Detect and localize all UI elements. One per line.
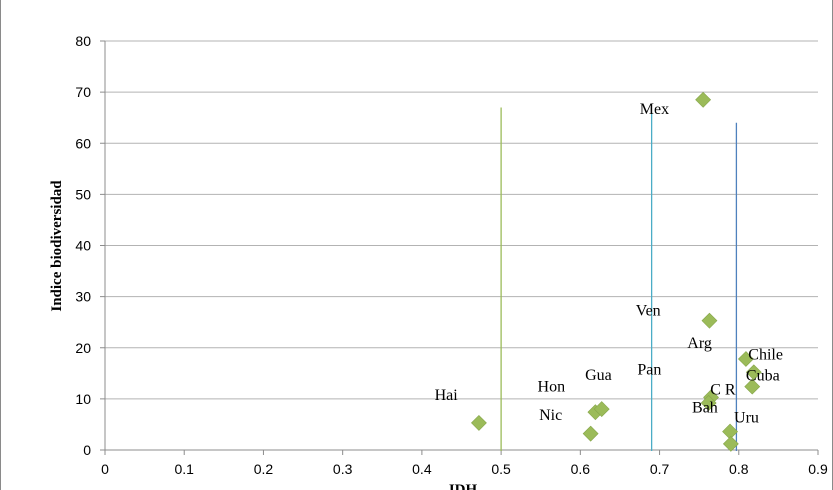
data-point — [745, 364, 762, 381]
data-point — [737, 351, 754, 367]
y-tick-label: 40 — [75, 238, 91, 254]
x-tick-label: 0.8 — [729, 461, 749, 477]
point-label: Gua — [585, 367, 612, 384]
point-label: Hon — [538, 379, 566, 396]
x-tick-label: 0.1 — [174, 461, 194, 477]
point-label: Mex — [640, 101, 669, 118]
y-tick-label: 50 — [75, 186, 91, 202]
point-labels: Mex Ven Arg Chile Cuba Pan Gua Hon Hai Nic C R Bah U… — [435, 101, 783, 426]
y-tick-label: 10 — [75, 391, 91, 407]
x-tick-label: 0.9 — [808, 461, 828, 477]
y-tick-label: 80 — [75, 33, 91, 49]
x-tick-label: 0.7 — [650, 461, 670, 477]
data-point — [701, 312, 718, 329]
x-tick-label: 0.4 — [412, 461, 432, 477]
tick-labels: 0 10 20 30 40 50 60 70 80 0 0.1 0.2 0.3 0.4 0.5 0.6 0.7 0… — [75, 33, 828, 477]
data-point — [582, 425, 599, 442]
y-axis-title: Indice biodiversidad — [49, 180, 65, 312]
point-label: Nic — [539, 407, 562, 424]
x-tick-label: 0.3 — [333, 461, 353, 477]
x-axis-title: IDH — [449, 482, 478, 490]
point-label: Cuba — [746, 367, 780, 384]
x-tick-label: 0.2 — [254, 461, 274, 477]
data-point — [700, 395, 717, 411]
data-point — [593, 401, 610, 418]
point-label: Arg — [687, 335, 712, 352]
data-point — [744, 378, 761, 395]
point-label: Pan — [637, 361, 661, 378]
data-point — [695, 91, 712, 108]
y-tick-label: 70 — [75, 84, 91, 100]
point-label: Uru — [734, 409, 759, 426]
x-tick-label: 0.5 — [491, 461, 511, 477]
data-point — [722, 435, 739, 452]
x-tick-label: 0.6 — [571, 461, 591, 477]
y-tick-label: 20 — [75, 340, 91, 356]
data-points — [471, 91, 762, 452]
point-label: Hai — [435, 387, 459, 404]
gridlines — [100, 40, 819, 455]
data-point — [471, 414, 487, 431]
reference-lines — [500, 107, 738, 451]
point-label: C R — [710, 381, 736, 398]
y-tick-label: 30 — [75, 289, 91, 305]
x-tick-label: 0 — [101, 461, 109, 477]
point-label: Ven — [636, 303, 661, 320]
y-tick-label: 0 — [83, 442, 91, 458]
point-label: Chile — [748, 347, 783, 364]
point-label: Bah — [692, 400, 718, 417]
y-tick-label: 60 — [75, 135, 91, 151]
